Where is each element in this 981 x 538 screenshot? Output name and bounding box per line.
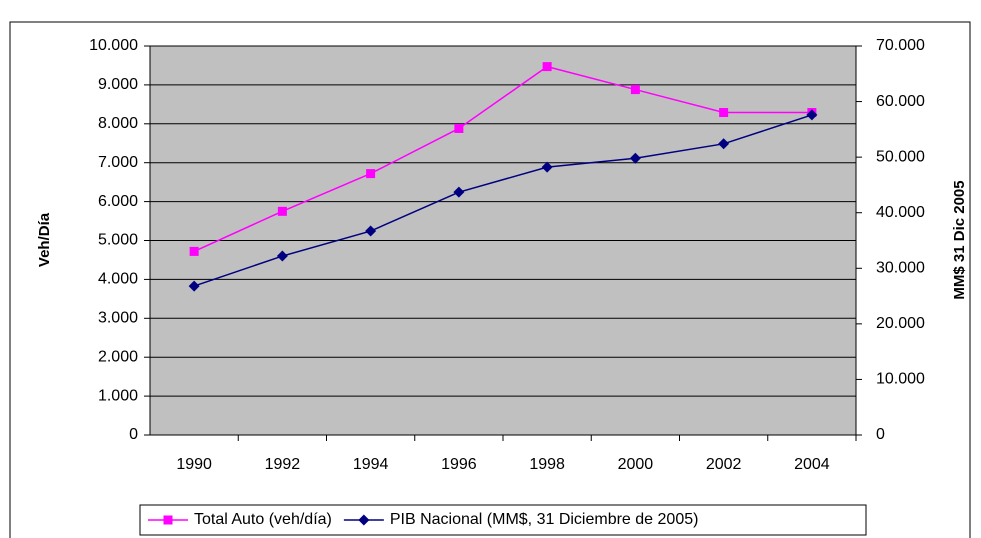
x-tick-label: 2004	[794, 456, 830, 473]
x-tick-label: 1994	[353, 456, 389, 473]
y2-tick-label: 50.000	[876, 148, 925, 165]
y-tick-label: 4.000	[98, 271, 138, 288]
y-tick-label: 1.000	[98, 387, 138, 404]
legend-label: Total Auto (veh/día)	[194, 511, 332, 528]
chart-border	[9, 21, 971, 538]
y-tick-label: 8.000	[98, 115, 138, 132]
x-tick-label: 1990	[176, 456, 212, 473]
y2-axis-label: MM$ 31 Dic 2005	[951, 180, 968, 299]
y-axis-label: Veh/Día	[36, 212, 53, 267]
marker	[454, 123, 464, 133]
marker	[189, 246, 199, 256]
legend-box	[139, 504, 867, 536]
y-tick-label: 7.000	[98, 154, 138, 171]
marker	[630, 85, 640, 95]
marker	[806, 109, 818, 121]
y-tick-label: 0	[129, 426, 138, 443]
marker	[542, 62, 552, 72]
marker	[541, 161, 553, 173]
y2-tick-label: 70.000	[876, 37, 925, 54]
y2-tick-label: 60.000	[876, 93, 925, 110]
y-tick-label: 10.000	[89, 37, 138, 54]
x-tick-label: 1996	[441, 456, 477, 473]
y-tick-label: 2.000	[98, 348, 138, 365]
y-tick-label: 3.000	[98, 310, 138, 327]
marker	[277, 206, 287, 216]
x-tick-label: 2000	[618, 456, 654, 473]
marker	[365, 225, 377, 237]
marker	[188, 280, 200, 292]
marker	[453, 186, 465, 198]
marker	[163, 515, 173, 525]
marker	[718, 138, 730, 150]
y2-tick-label: 30.000	[876, 260, 925, 277]
x-tick-label: 1998	[529, 456, 565, 473]
y-tick-label: 5.000	[98, 232, 138, 249]
series-line	[193, 65, 812, 253]
marker	[366, 169, 376, 179]
legend-label: PIB Nacional (MM$, 31 Diciembre de 2005)	[390, 511, 699, 528]
y2-tick-label: 10.000	[876, 371, 925, 388]
y2-tick-label: 20.000	[876, 315, 925, 332]
marker	[719, 108, 729, 118]
y2-tick-label: 0	[876, 426, 885, 443]
marker	[358, 514, 370, 526]
y-tick-label: 6.000	[98, 193, 138, 210]
marker	[276, 250, 288, 262]
x-tick-label: 1992	[265, 456, 301, 473]
marker	[629, 152, 641, 164]
series-line	[193, 114, 813, 287]
legend: Total Auto (veh/día) PIB Nacional (MM$, 3…	[139, 504, 867, 536]
y2-tick-label: 40.000	[876, 204, 925, 221]
y-tick-label: 9.000	[98, 76, 138, 93]
x-tick-label: 2002	[706, 456, 742, 473]
